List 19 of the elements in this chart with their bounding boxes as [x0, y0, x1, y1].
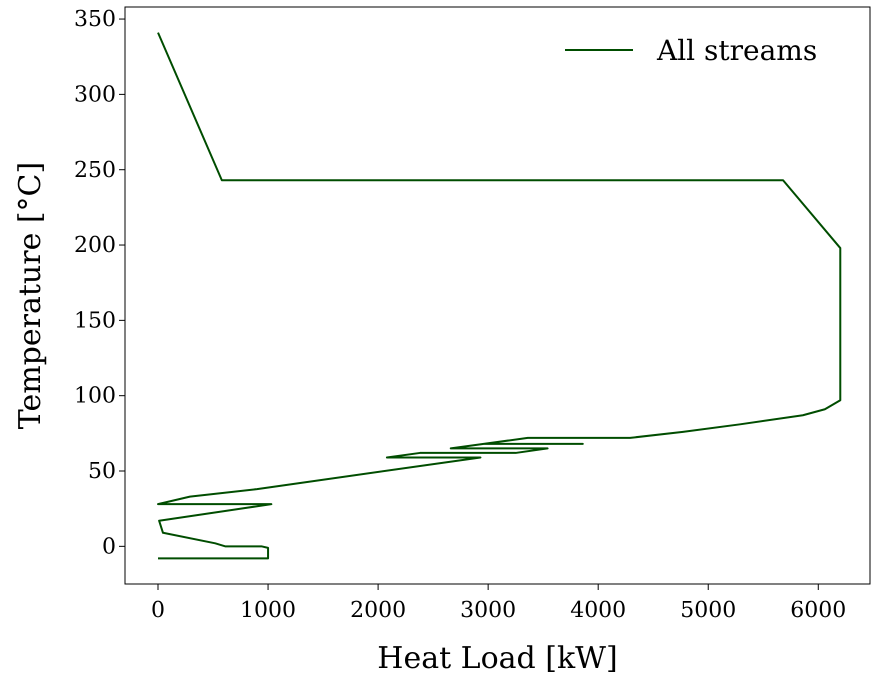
x-tick-label: 1000 — [240, 598, 296, 624]
x-tick-label: 0 — [151, 598, 166, 624]
x-tick-label: 5000 — [680, 598, 736, 624]
y-axis-title: Temperature [°C] — [13, 162, 48, 430]
y-tick-label: 0 — [102, 534, 116, 560]
x-tick-label: 3000 — [460, 598, 516, 624]
x-axis-title: Heat Load [kW] — [377, 641, 618, 676]
y-tick-label: 200 — [74, 233, 116, 258]
x-tick-label: 4000 — [570, 598, 626, 624]
y-tick-label: 150 — [74, 308, 116, 334]
x-tick-label: 2000 — [350, 598, 406, 624]
y-tick-label: 350 — [74, 7, 116, 32]
legend-label: All streams — [656, 34, 818, 67]
line-series — [157, 32, 842, 560]
y-tick-label: 100 — [74, 384, 116, 409]
x-tick-label: 6000 — [790, 598, 846, 624]
y-tick-label: 300 — [74, 82, 116, 108]
y-tick-label: 250 — [74, 158, 116, 183]
y-tick-label: 50 — [88, 459, 116, 484]
